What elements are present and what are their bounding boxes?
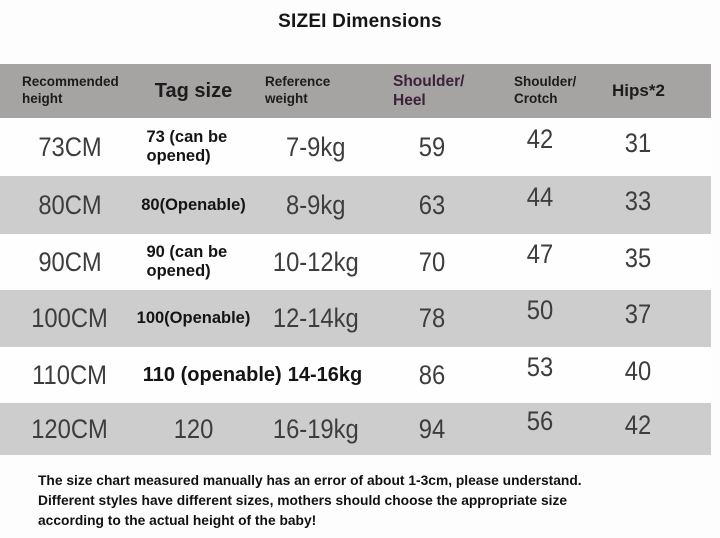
cell-weight: 12-14kg bbox=[273, 303, 359, 333]
cell-shoulder-heel: 94 bbox=[419, 413, 446, 444]
cell-shoulder-heel: 63 bbox=[419, 189, 446, 220]
cell-shoulder-crotch: 44 bbox=[526, 181, 554, 212]
cell-tag-size: 73 (can be opened) bbox=[146, 128, 228, 165]
cell-shoulder-heel: 59 bbox=[419, 131, 446, 162]
cell-weight: 8-9kg bbox=[286, 189, 346, 220]
cell-height: 73CM bbox=[38, 131, 102, 162]
cell-hips: 31 bbox=[625, 127, 652, 158]
cell-height: 90CM bbox=[38, 246, 102, 277]
size-note-line: The size chart measured manually has an … bbox=[38, 473, 582, 488]
cell-hips: 37 bbox=[625, 299, 652, 329]
size-note: The size chart measured manually has an … bbox=[38, 471, 720, 531]
page-title: SIZEI Dimensions bbox=[278, 11, 442, 32]
cell-shoulder-heel: 78 bbox=[419, 303, 446, 333]
table-row: 120CM 120 16-19kg 94 56 42 bbox=[0, 403, 711, 455]
cell-tag-size: 80(Openable) bbox=[141, 195, 246, 214]
cell-hips: 40 bbox=[625, 355, 652, 386]
table-header-row: Recommended height Tag size Reference we… bbox=[0, 64, 711, 118]
cell-tag-size: 120 bbox=[173, 413, 214, 444]
table-row: 80CM 80(Openable) 8-9kg 63 44 33 bbox=[0, 176, 711, 234]
size-note-line: Different styles have different sizes, m… bbox=[38, 493, 568, 508]
cell-height: 120CM bbox=[31, 413, 109, 444]
cell-shoulder-crotch: 53 bbox=[526, 351, 554, 382]
cell-shoulder-crotch: 56 bbox=[526, 405, 554, 436]
cell-shoulder-crotch: 42 bbox=[526, 123, 554, 154]
column-header-shoulder-heel: Shoulder/ Heel bbox=[393, 72, 465, 109]
cell-hips: 35 bbox=[625, 242, 652, 273]
cell-shoulder-heel: 70 bbox=[419, 246, 446, 277]
cell-weight: 10-12kg bbox=[273, 246, 359, 277]
cell-tag-size: 90 (can be opened) bbox=[146, 243, 228, 280]
size-chart-table: Recommended height Tag size Reference we… bbox=[0, 64, 711, 455]
cell-height: 80CM bbox=[38, 189, 102, 220]
cell-weight: 7-9kg bbox=[286, 131, 346, 162]
column-header-recommended-height: Recommended height bbox=[22, 74, 119, 106]
column-header-shoulder-crotch: Shoulder/ Crotch bbox=[514, 74, 577, 106]
table-row: 100CM 100(Openable) 12-14kg 78 50 37 bbox=[0, 290, 711, 347]
cell-height: 100CM bbox=[31, 303, 109, 333]
cell-shoulder-crotch: 47 bbox=[526, 238, 554, 269]
cell-hips: 33 bbox=[625, 185, 652, 216]
column-header-tag-size: Tag size bbox=[154, 79, 233, 102]
table-row: 110CM 110 (openable) 14-16kg 86 53 40 bbox=[0, 347, 711, 403]
column-header-reference-weight: Reference weight bbox=[265, 74, 331, 106]
cell-hips: 42 bbox=[625, 409, 652, 440]
column-header-hips: Hips*2 bbox=[612, 81, 665, 100]
table-row: 73CM 73 (can be opened) 7-9kg 59 42 31 bbox=[0, 118, 711, 176]
cell-tag-size: 100(Openable) bbox=[136, 309, 251, 327]
cell-shoulder-heel: 86 bbox=[419, 359, 446, 390]
table-row: 90CM 90 (can be opened) 10-12kg 70 47 35 bbox=[0, 234, 711, 290]
cell-height: 110CM bbox=[32, 359, 108, 390]
cell-shoulder-crotch: 50 bbox=[526, 295, 554, 325]
size-note-line: according to the actual height of the ba… bbox=[38, 513, 317, 528]
cell-weight: 16-19kg bbox=[273, 413, 359, 444]
cell-tag-size-and-weight: 110 (openable) 14-16kg bbox=[142, 363, 363, 386]
